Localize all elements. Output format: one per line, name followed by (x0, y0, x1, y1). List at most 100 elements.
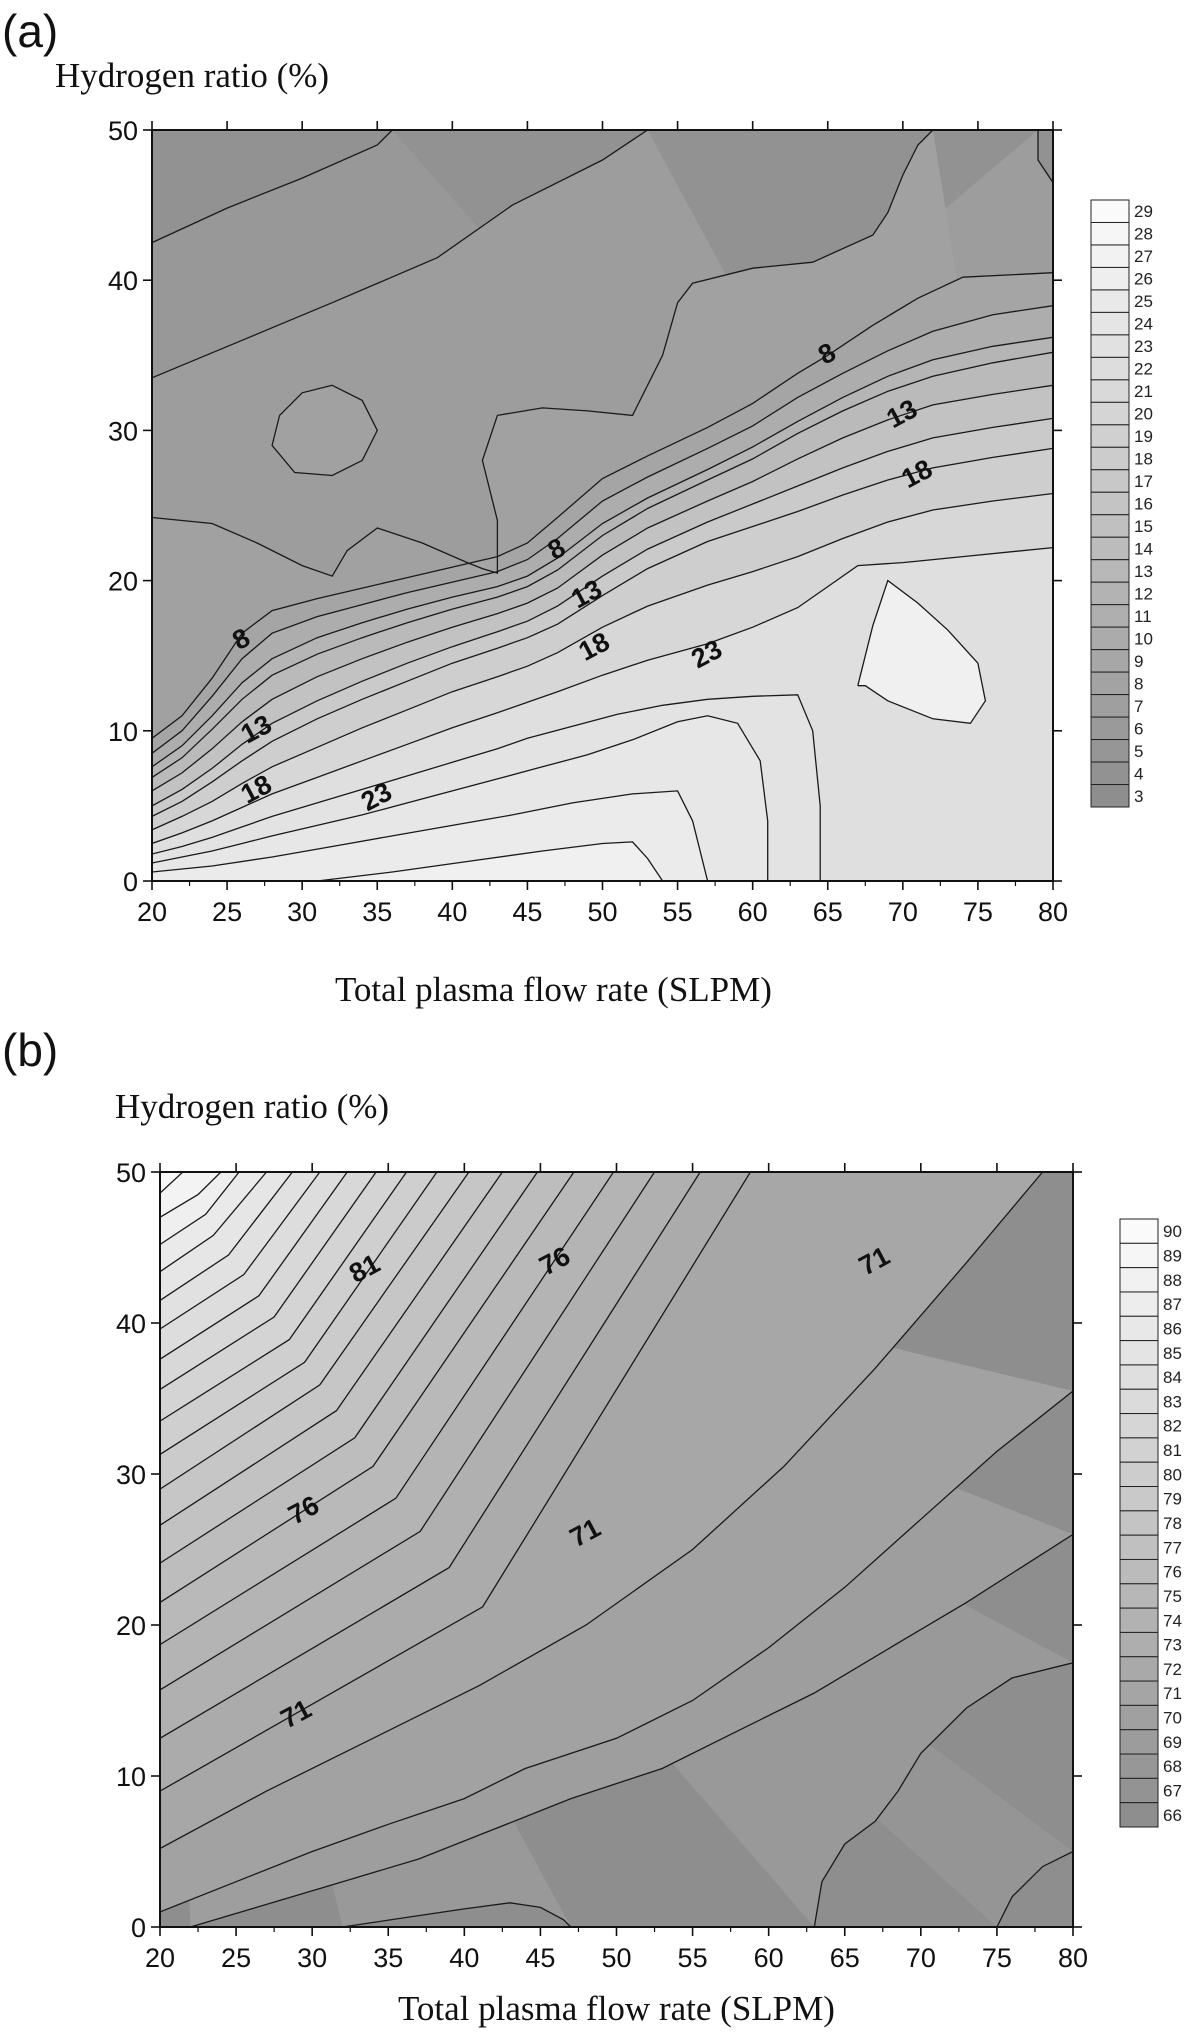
contour-line (152, 384, 1053, 792)
colorbar-cell (1090, 266, 1130, 291)
colorbar-tick-label: 13 (1134, 562, 1153, 581)
contour-line (190, 1533, 1073, 1927)
colorbar-cell (1090, 379, 1130, 403)
colorbar-cell (1090, 559, 1130, 583)
contour-line (152, 130, 393, 244)
colorbar-cell (1090, 289, 1130, 313)
colorbar-cell (1119, 1267, 1159, 1293)
colorbar-tick-label: 75 (1163, 1587, 1182, 1606)
x-axis-label: Total plasma flow rate (SLPM) (398, 1989, 835, 2028)
colorbar-tick-label: 66 (1163, 1806, 1182, 1825)
colorbar-cell (1119, 1680, 1159, 1706)
x-tick-label: 25 (212, 897, 242, 927)
colorbar-cell (1090, 221, 1130, 246)
colorbar-cell (1090, 469, 1130, 493)
colorbar-tick-label: 22 (1134, 360, 1153, 379)
contour-fill-group (160, 1172, 1073, 1927)
colorbar-cell (1119, 1364, 1159, 1390)
x-tick-label: 70 (906, 1943, 936, 1973)
contour-line (152, 351, 1053, 778)
y-tick-label: 40 (116, 1309, 146, 1339)
contour-line (160, 1172, 470, 1490)
colorbar-tick-label: 80 (1163, 1465, 1182, 1484)
y-tick-label: 10 (116, 1762, 146, 1792)
colorbar-tick-label: 76 (1163, 1563, 1182, 1582)
colorbar-tick-label: 87 (1163, 1295, 1182, 1314)
contour-line (160, 1172, 348, 1360)
contour-line (271, 384, 379, 477)
colorbar-tick-label: 17 (1134, 472, 1153, 491)
contour-line (160, 1390, 1073, 1913)
colorbar-cell (1119, 1340, 1159, 1366)
colorbar-tick-label: 72 (1163, 1660, 1182, 1679)
colorbar-cell (1090, 716, 1130, 741)
x-tick-label: 25 (221, 1943, 251, 1973)
x-tick-label: 45 (525, 1943, 555, 1973)
colorbar-tick-label: 23 (1134, 337, 1153, 356)
contour-line (160, 1172, 321, 1330)
colorbar-tick-label: 15 (1134, 517, 1153, 536)
colorbar-cell (1090, 581, 1130, 606)
contour-band (152, 841, 1053, 881)
colorbar-cell (1119, 1729, 1159, 1755)
contour-line (160, 1172, 408, 1422)
x-tick-label: 75 (963, 897, 993, 927)
colorbar-cell (1119, 1802, 1159, 1828)
y-tick-label: 20 (108, 567, 138, 597)
contour-line (160, 1172, 438, 1455)
contour-line (152, 130, 648, 379)
y-tick-label: 20 (116, 1611, 146, 1641)
y-axis-label: Hydrogen ratio (%) (55, 56, 330, 95)
colorbar-tick-label: 8 (1134, 674, 1143, 693)
y-tick-label: 0 (131, 1913, 146, 1943)
panel-label: (a) (2, 5, 59, 57)
x-tick-label: 50 (601, 1943, 631, 1973)
x-tick-label: 30 (297, 1943, 327, 1973)
y-axis-label: Hydrogen ratio (%) (115, 1087, 390, 1126)
contour-line (317, 841, 664, 881)
colorbar-cell (1119, 1753, 1159, 1779)
colorbar-cell (1090, 761, 1130, 786)
colorbar-cell (1090, 446, 1130, 471)
contour-line (160, 1172, 656, 1691)
x-tick-label: 35 (373, 1943, 403, 1973)
colorbar-tick-label: 71 (1163, 1684, 1182, 1703)
colorbar-tick-label: 5 (1134, 742, 1143, 761)
contour-line (152, 790, 709, 881)
colorbar-tick-label: 85 (1163, 1344, 1182, 1363)
x-tick-label: 65 (830, 1943, 860, 1973)
colorbar-tick-label: 6 (1134, 719, 1143, 738)
colorbar-cell (1090, 199, 1130, 223)
contour-band (272, 385, 378, 476)
colorbar-tick-label: 29 (1134, 202, 1153, 221)
colorbar-tick-label: 26 (1134, 270, 1153, 289)
x-tick-label: 55 (678, 1943, 708, 1973)
contour-line (160, 1172, 293, 1301)
colorbar-tick-label: 11 (1134, 607, 1152, 626)
colorbar-cell (1090, 604, 1130, 628)
colorbar-cell (1119, 1486, 1159, 1512)
colorbar-cell (1090, 514, 1130, 538)
y-tick-label: 50 (116, 1158, 146, 1188)
contour-fill-group (152, 130, 1053, 881)
colorbar-cell (1119, 1461, 1159, 1488)
colorbar-tick-label: 90 (1163, 1222, 1182, 1241)
panel-label: (b) (2, 1024, 59, 1076)
colorbar-cell (1119, 1534, 1159, 1560)
colorbar-tick-label: 77 (1163, 1538, 1182, 1557)
colorbar-cell (1090, 334, 1130, 358)
contour-line (160, 1172, 503, 1526)
x-tick-label: 75 (982, 1943, 1012, 1973)
contour-line (160, 1172, 184, 1194)
colorbar-cell (1090, 244, 1130, 268)
colorbar-tick-label: 7 (1134, 697, 1143, 716)
contour-line (160, 1172, 751, 1792)
colorbar-tick-label: 88 (1163, 1271, 1182, 1290)
colorbar-tick-label: 19 (1134, 427, 1153, 446)
colorbar-tick-label: 3 (1134, 787, 1143, 806)
colorbar-tick-label: 89 (1163, 1246, 1182, 1265)
y-tick-label: 0 (123, 867, 138, 897)
colorbar-cell (1090, 311, 1130, 336)
colorbar-cell (1119, 1291, 1159, 1317)
colorbar-cell (1090, 424, 1130, 448)
